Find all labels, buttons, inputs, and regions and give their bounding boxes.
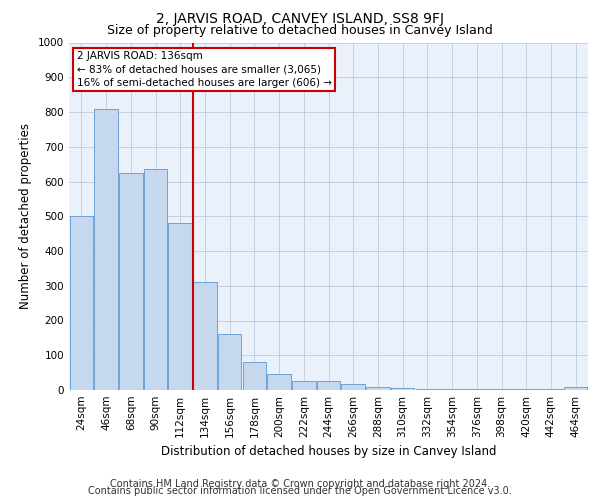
Bar <box>366 386 389 390</box>
Bar <box>292 382 316 390</box>
X-axis label: Distribution of detached houses by size in Canvey Island: Distribution of detached houses by size … <box>161 446 496 458</box>
Bar <box>94 108 118 390</box>
Bar <box>70 216 93 390</box>
Bar <box>317 382 340 390</box>
Bar <box>416 389 439 390</box>
Bar <box>341 384 365 390</box>
Bar <box>564 386 587 390</box>
Bar <box>242 362 266 390</box>
Y-axis label: Number of detached properties: Number of detached properties <box>19 123 32 309</box>
Text: Size of property relative to detached houses in Canvey Island: Size of property relative to detached ho… <box>107 24 493 37</box>
Bar <box>144 170 167 390</box>
Bar <box>268 374 291 390</box>
Text: Contains public sector information licensed under the Open Government Licence v3: Contains public sector information licen… <box>88 486 512 496</box>
Bar <box>391 388 415 390</box>
Text: 2 JARVIS ROAD: 136sqm
← 83% of detached houses are smaller (3,065)
16% of semi-d: 2 JARVIS ROAD: 136sqm ← 83% of detached … <box>77 51 332 88</box>
Text: 2, JARVIS ROAD, CANVEY ISLAND, SS8 9FJ: 2, JARVIS ROAD, CANVEY ISLAND, SS8 9FJ <box>156 12 444 26</box>
Bar <box>169 223 192 390</box>
Bar <box>119 173 143 390</box>
Text: Contains HM Land Registry data © Crown copyright and database right 2024.: Contains HM Land Registry data © Crown c… <box>110 479 490 489</box>
Bar <box>193 282 217 390</box>
Bar <box>218 334 241 390</box>
